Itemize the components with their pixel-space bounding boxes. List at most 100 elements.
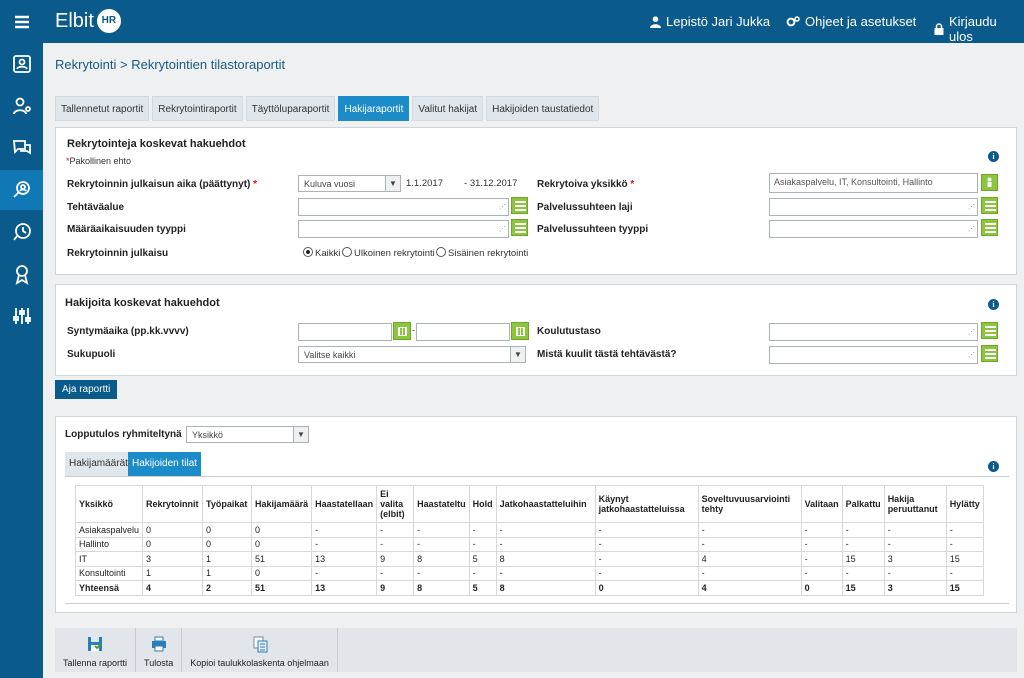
- table-cell: 0: [251, 565, 313, 581]
- print-button[interactable]: Tulosta: [136, 628, 183, 672]
- info-icon[interactable]: i: [988, 461, 999, 472]
- copy-to-spreadsheet-button[interactable]: Kopioi taulukkolaskenta ohjelmaan: [182, 628, 338, 672]
- table-cell: 13: [311, 551, 378, 567]
- person-icon: [987, 177, 992, 187]
- table-total-cell: 0: [800, 580, 843, 596]
- table-cell: Asiakaspalvelu: [74, 522, 144, 538]
- info-icon[interactable]: i: [988, 299, 999, 310]
- table-total-cell: 9: [376, 580, 415, 596]
- table-total-row: Yhteensä 4 2 51 13 9 8 5 8 0 4 0 15 3 15: [74, 580, 984, 596]
- table-cell: 1: [202, 551, 253, 567]
- profile-card-icon[interactable]: [0, 44, 43, 84]
- column-header: Haastateltu: [413, 485, 470, 523]
- service-kind-list-button[interactable]: [981, 197, 998, 214]
- task-area-field[interactable]: ⋰: [298, 198, 509, 216]
- column-header: Jatkohaastatteluihin: [495, 485, 596, 523]
- source-label: Mistä kuulit tästä tehtävästä?: [537, 349, 677, 360]
- people-settings-icon[interactable]: [0, 86, 43, 126]
- service-kind-field[interactable]: ⋰: [769, 198, 978, 216]
- lock-icon: [934, 23, 944, 35]
- fixed-term-field[interactable]: ⋰: [298, 220, 509, 238]
- source-list-button[interactable]: [981, 345, 998, 362]
- table-cell: -: [697, 565, 802, 581]
- table-cell: Konsultointi: [74, 565, 144, 581]
- publish-radio-external[interactable]: Ulkoinen rekrytointi: [342, 247, 435, 259]
- table-cell: -: [841, 536, 885, 552]
- tab-applicant-background[interactable]: Hakijoiden taustatiedot: [486, 96, 600, 121]
- table-cell: -: [594, 565, 699, 581]
- fixed-term-list-button[interactable]: [511, 219, 528, 236]
- service-type-list-button[interactable]: [981, 219, 998, 236]
- unit-field[interactable]: Asiakaspalvelu, IT, Konsultointi, Hallin…: [769, 173, 978, 193]
- calendar-icon[interactable]: [393, 322, 411, 340]
- table-cell: -: [468, 565, 497, 581]
- unit-picker-button[interactable]: [981, 174, 998, 191]
- source-field[interactable]: ⋰: [769, 346, 978, 364]
- user-menu[interactable]: Lepistö Jari Jukka: [650, 14, 770, 29]
- tab-permit-reports[interactable]: Täyttöluparaportit: [245, 96, 336, 121]
- fixed-term-label: Määräaikaisuuden tyyppi: [67, 224, 186, 235]
- table-cell: -: [376, 522, 415, 538]
- footer-toolbar: Tallenna raportti Tulosta Kopioi taulukk…: [55, 628, 1017, 672]
- publish-label: Rekrytoinnin julkaisu: [67, 248, 169, 259]
- table-cell: 0: [251, 522, 313, 538]
- sliders-icon[interactable]: [0, 296, 43, 336]
- publish-time-select[interactable]: Kuluva vuosi ▼: [298, 175, 401, 192]
- column-header: Rekrytoinnit: [142, 485, 204, 523]
- education-field[interactable]: ⋰: [769, 323, 978, 341]
- table-cell: -: [697, 522, 802, 538]
- group-label: Lopputulos ryhmiteltynä: [65, 429, 182, 440]
- table-cell: -: [468, 536, 497, 552]
- subtab-applicant-counts[interactable]: Hakijamäärät: [65, 452, 132, 476]
- menu-icon[interactable]: [0, 2, 43, 42]
- service-kind-label: Palvelussuhteen laji: [537, 202, 633, 213]
- service-type-field[interactable]: ⋰: [769, 220, 978, 238]
- gears-icon: [786, 15, 800, 26]
- service-type-label: Palvelussuhteen tyyppi: [537, 224, 649, 235]
- copy-label: Kopioi taulukkolaskenta ohjelmaan: [190, 658, 329, 668]
- history-icon[interactable]: [0, 212, 43, 252]
- table-cell: -: [468, 522, 497, 538]
- top-bar: Elbit HR Lepistö Jari Jukka Ohjeet ja as…: [43, 0, 1024, 44]
- results-table-wrap: Yksikkö Rekrytoinnit Työpaikat Hakijamäärä H…: [74, 485, 984, 596]
- column-header: Valitaan: [800, 485, 843, 523]
- table-cell: -: [594, 536, 699, 552]
- tab-applicant-reports[interactable]: Hakijaraportit: [338, 96, 410, 121]
- column-header: Ei valita (elbit): [376, 485, 415, 523]
- table-cell: -: [376, 565, 415, 581]
- sidebar: [0, 0, 43, 678]
- task-area-list-button[interactable]: [511, 197, 528, 214]
- column-header: Yksikkö: [74, 485, 144, 523]
- birth-label: Syntymäaika (pp.kk.vvvv): [67, 326, 189, 337]
- tab-recruitment-reports[interactable]: Rekrytointiraportit: [152, 96, 243, 121]
- info-icon[interactable]: i: [988, 151, 999, 162]
- help-settings-link[interactable]: Ohjeet ja asetukset: [786, 14, 916, 29]
- calendar-icon[interactable]: [511, 322, 529, 340]
- group-select[interactable]: Yksikkö ▼: [186, 426, 309, 443]
- publish-radio-all[interactable]: Kaikki: [303, 247, 340, 259]
- breadcrumb[interactable]: Rekrytointi > Rekrytointien tilastorapor…: [55, 57, 286, 72]
- chat-icon[interactable]: [0, 128, 43, 168]
- chevron-down-icon: ▼: [293, 427, 308, 442]
- tab-saved-reports[interactable]: Tallennetut raportit: [55, 96, 150, 121]
- print-label: Tulosta: [144, 658, 174, 668]
- recruitment-search-icon[interactable]: [0, 170, 43, 210]
- elbit-logo[interactable]: Elbit HR: [55, 9, 121, 33]
- subtab-applicant-states[interactable]: Hakijoiden tilat: [128, 452, 202, 476]
- table-cell: 5: [468, 551, 497, 567]
- save-icon: [88, 637, 103, 651]
- birth-to-field[interactable]: [416, 323, 510, 341]
- award-icon[interactable]: [0, 254, 43, 294]
- table-header-row: Yksikkö Rekrytoinnit Työpaikat Hakijamäärä H…: [74, 485, 984, 523]
- run-report-button[interactable]: Aja raportti: [55, 380, 118, 399]
- gender-select[interactable]: Valitse kaikki ▼: [298, 346, 526, 363]
- table-total-cell: 15: [841, 580, 885, 596]
- table-total-cell: 0: [594, 580, 699, 596]
- tab-selected-applicants[interactable]: Valitut hakijat: [412, 96, 484, 121]
- education-list-button[interactable]: [981, 322, 998, 339]
- save-report-button[interactable]: Tallenna raportti: [55, 628, 137, 672]
- birth-from-field[interactable]: [298, 323, 392, 341]
- logout-link[interactable]: Kirjaudu ulos: [934, 14, 1024, 44]
- publish-radio-internal[interactable]: Sisäinen rekrytointi: [436, 247, 528, 259]
- table-total-cell: 51: [251, 580, 313, 596]
